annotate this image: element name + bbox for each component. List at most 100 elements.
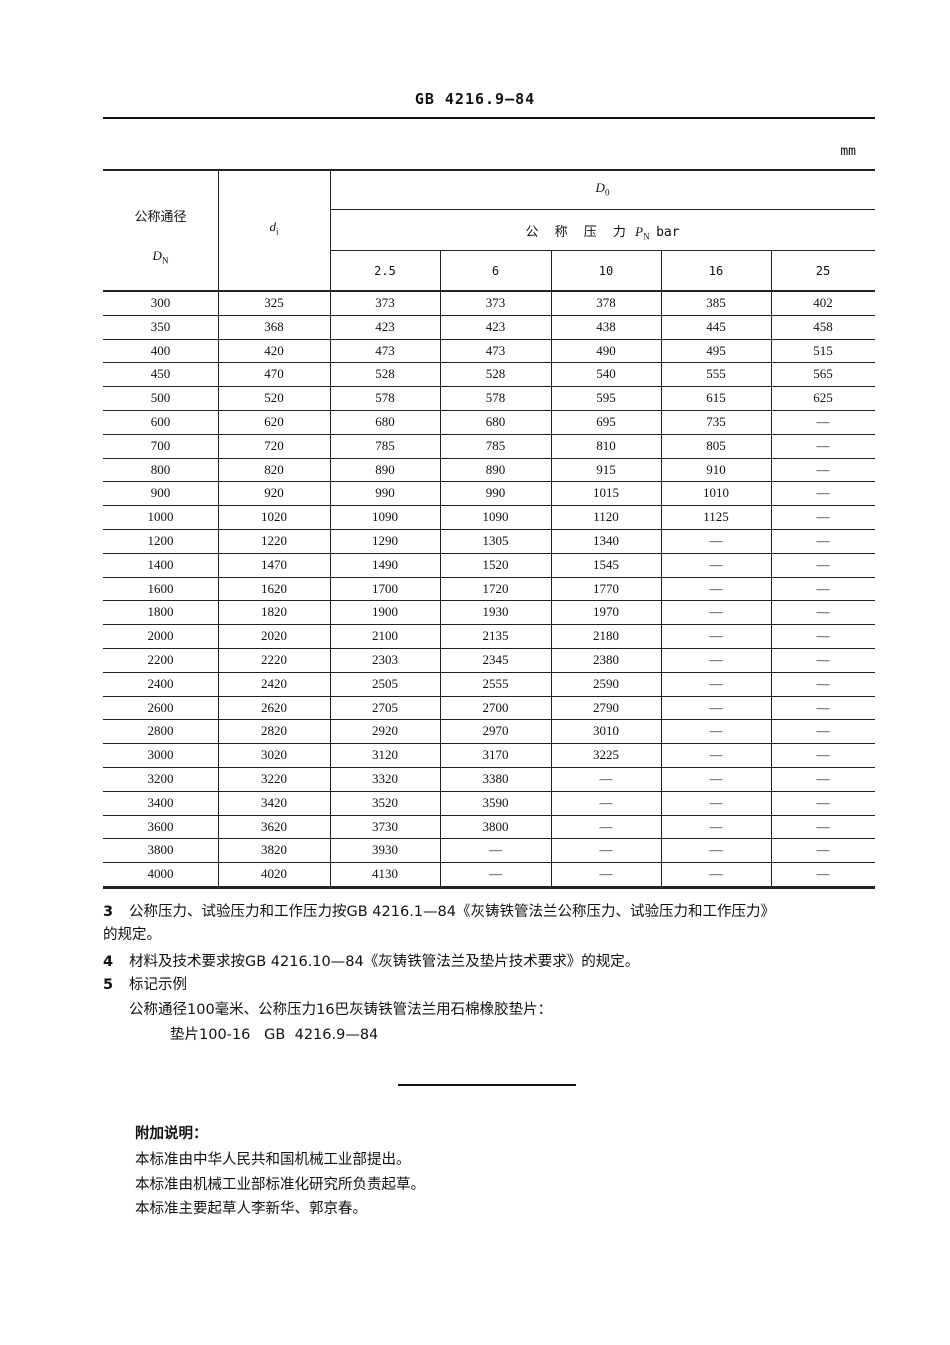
table-cell: 595 (596, 390, 616, 406)
table-cell: 3225 (593, 747, 619, 763)
table-cell: 458 (813, 318, 833, 334)
table-cell: 555 (706, 366, 726, 382)
table-cell: 3120 (372, 747, 398, 763)
table-cell: 3220 (261, 771, 287, 786)
table-cell: 438 (596, 318, 616, 334)
table-cell: 2303 (372, 652, 398, 667)
table-cell: 2800 (147, 723, 174, 739)
pressure-header-cell: 16 (708, 264, 724, 278)
table-cell: 2970 (482, 723, 509, 739)
table-cell: — (816, 747, 830, 763)
table-cell: 1800 (147, 604, 174, 620)
table-cell: 3380 (482, 771, 509, 786)
table-cell: 1770 (593, 580, 619, 596)
table-cell: 500 (150, 390, 171, 406)
header-di: di (269, 219, 279, 237)
header-dn-label: 公称通径 (134, 210, 187, 225)
table-cell: 1470 (261, 556, 287, 572)
table-cell: — (709, 628, 723, 644)
table-cell: 1490 (372, 556, 398, 572)
table-cell: 473 (485, 342, 506, 358)
table-cell: — (816, 556, 830, 572)
table-cell: 3930 (372, 842, 398, 858)
table-cell: 423 (375, 318, 395, 334)
table-cell: 2555 (482, 675, 509, 691)
table-cell: 1010 (703, 485, 729, 501)
table-cell: 1970 (593, 604, 619, 620)
table-rule (103, 838, 875, 840)
table-cell: 2020 (261, 628, 287, 644)
table-cell: — (599, 866, 613, 882)
table-cell: — (816, 794, 830, 810)
table-cell: — (709, 580, 723, 596)
table-cell: 300 (150, 295, 171, 310)
table-rule (103, 529, 875, 530)
table-cell: 3820 (261, 842, 287, 858)
table-cell: 810 (596, 437, 616, 453)
table-cell: 578 (375, 390, 395, 406)
table-cell: 1600 (147, 580, 174, 596)
table-rule (330, 209, 875, 210)
table-rule (103, 648, 875, 649)
table-cell: — (816, 628, 830, 644)
table-cell: 3590 (482, 794, 509, 810)
table-rule (103, 624, 875, 626)
table-rule (103, 671, 875, 673)
table-cell: 2700 (482, 699, 509, 715)
table-cell: 368 (264, 318, 284, 334)
table-cell: 680 (485, 414, 506, 429)
table-cell: 540 (596, 366, 616, 382)
table-cell: — (709, 794, 723, 810)
table-cell: 1220 (261, 533, 287, 548)
appendix-heading: 附加说明： (135, 1126, 208, 1142)
table-cell: 385 (706, 295, 726, 310)
table-cell: 2920 (372, 723, 398, 739)
table-cell: 495 (706, 342, 726, 358)
table-cell: — (709, 652, 723, 667)
table-cell: — (709, 866, 723, 882)
table-cell: 4000 (147, 866, 174, 882)
table-cell: 520 (264, 390, 284, 406)
table-rule (103, 362, 875, 364)
table-cell: 565 (813, 366, 833, 382)
appendix-line: 本标准主要起草人李新华、郭京春。 (135, 1201, 367, 1217)
appendix-line: 本标准由机械工业部标准化研究所负责起草。 (135, 1177, 425, 1193)
table-cell: 700 (150, 437, 171, 453)
table-cell: 1900 (372, 604, 398, 620)
table-cell: — (599, 771, 613, 786)
table-cell: 1120 (593, 509, 619, 525)
table-cell: 3600 (147, 818, 174, 834)
table-cell: 900 (150, 485, 171, 501)
table-cell: 420 (264, 342, 284, 358)
table-cell: 2220 (261, 652, 287, 667)
table-cell: — (489, 842, 502, 858)
table-rule (103, 505, 875, 507)
appendix-line: 本标准由中华人民共和国机械工业部提出。 (135, 1152, 411, 1168)
table-cell: — (709, 699, 723, 715)
table-cell: 578 (485, 390, 506, 406)
table-rule (103, 600, 875, 602)
end-rule (398, 1084, 576, 1086)
pressure-header-cell: 6 (491, 264, 500, 278)
table-cell: 890 (485, 461, 506, 477)
table-cell: — (709, 818, 723, 834)
table-cell: — (816, 509, 830, 525)
table-cell: 450 (150, 366, 171, 382)
table-rule (661, 250, 662, 886)
table-cell: 3800 (482, 818, 509, 834)
table-cell: 785 (485, 437, 506, 453)
table-cell: 820 (264, 461, 284, 477)
table-cell: 785 (375, 437, 395, 453)
table-cell: — (709, 747, 723, 763)
table-cell: 2820 (261, 723, 287, 739)
table-cell: 4020 (261, 866, 287, 882)
table-cell: 3320 (372, 771, 398, 786)
table-cell: 2400 (147, 675, 174, 691)
table-rule (103, 790, 875, 792)
table-cell: 1000 (147, 509, 174, 525)
table-rule (103, 457, 875, 459)
table-rule (330, 169, 331, 886)
table-cell: — (709, 556, 723, 572)
table-cell: 800 (150, 461, 171, 477)
table-rule (103, 433, 875, 435)
